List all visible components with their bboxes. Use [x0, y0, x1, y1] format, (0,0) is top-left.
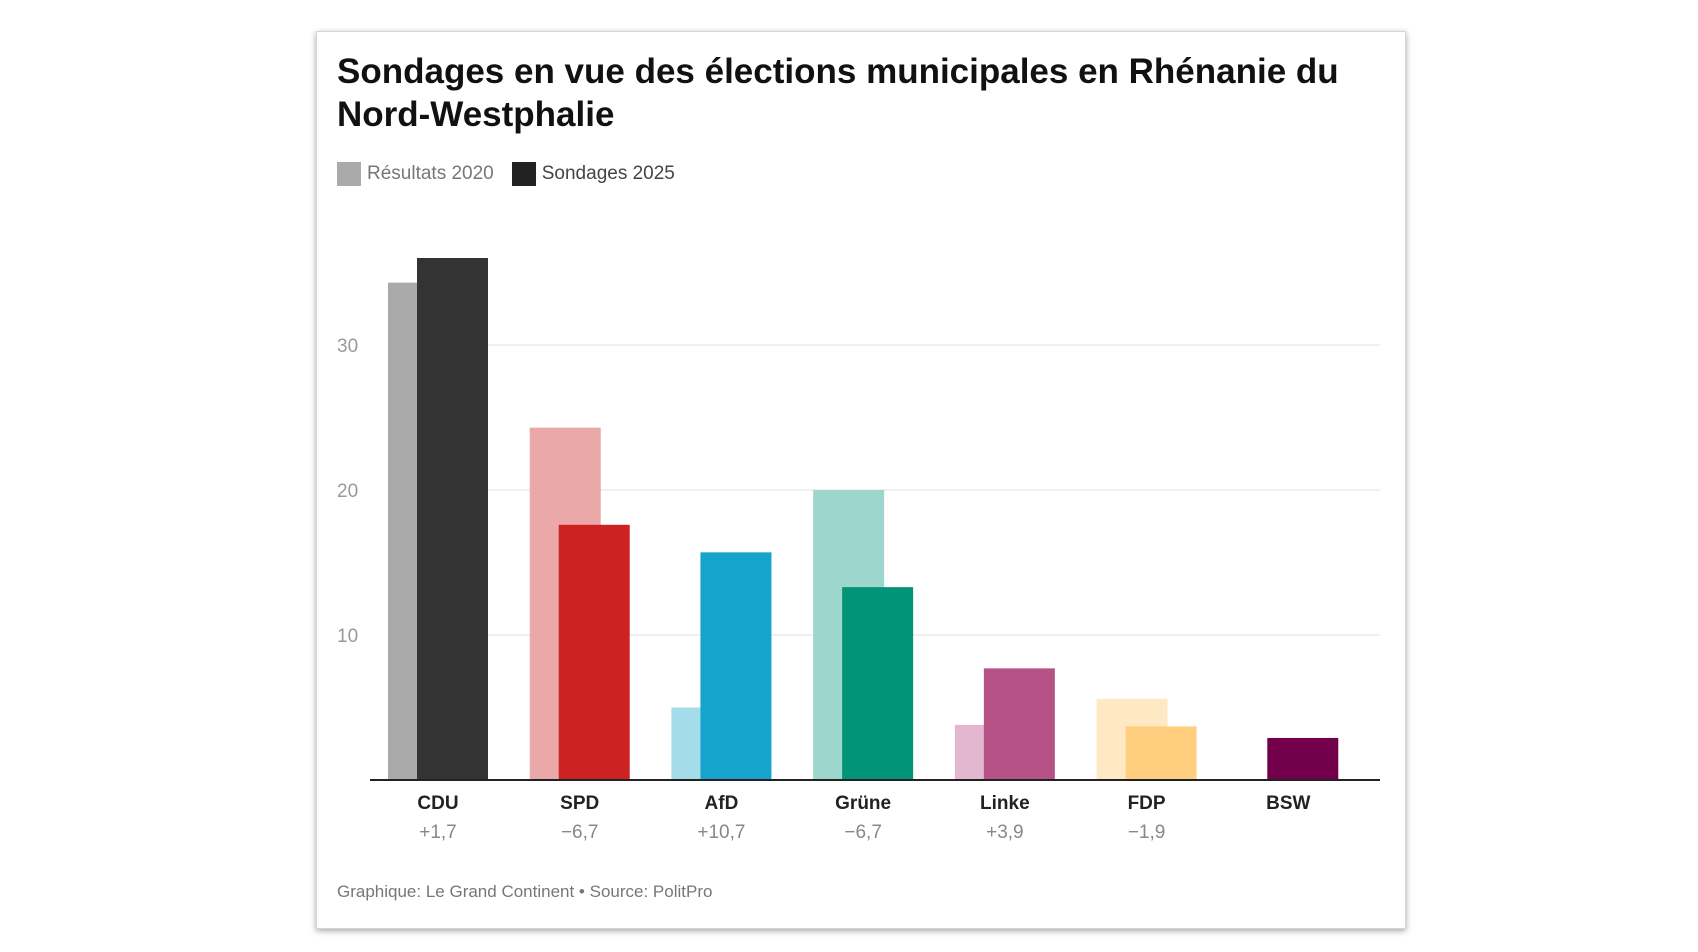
bar-chart: 10 20 30 CDU +1,7 SPD −6,7 AfD +10,7 Grüne −6,7 Lin… — [337, 258, 1380, 843]
y-tick-label: 10 — [337, 626, 358, 647]
change-label: +3,9 — [986, 822, 1024, 843]
change-label: −6,7 — [561, 822, 599, 843]
legend-label-2025: Sondages 2025 — [541, 163, 675, 184]
y-tick-label: 30 — [337, 336, 358, 357]
change-label: +10,7 — [697, 822, 745, 843]
category-label: Grüne — [835, 793, 891, 814]
category-label: CDU — [417, 793, 458, 814]
bar-2025 — [417, 258, 488, 780]
source-credit: Graphique: Le Grand Continent • Source: … — [337, 882, 713, 901]
category-label: FDP — [1128, 793, 1166, 814]
legend-swatch-2025 — [511, 162, 536, 186]
legend-item-2020: Résultats 2020 — [337, 162, 494, 186]
change-label: −6,7 — [844, 822, 882, 843]
chart-card: Sondages en vue des élections municipale… — [316, 31, 1406, 929]
change-label: −1,9 — [1128, 822, 1166, 843]
category-label: AfD — [705, 793, 739, 814]
legend-swatch-2020 — [337, 162, 361, 186]
bar-2025 — [842, 587, 914, 780]
bar-2025 — [983, 668, 1055, 780]
bar-2025 — [700, 552, 772, 780]
legend-item-2025: Sondages 2025 — [511, 162, 675, 186]
category-label: SPD — [560, 793, 599, 814]
bar-2025 — [1267, 737, 1339, 780]
bar-2025 — [1125, 726, 1197, 780]
bar-2025 — [558, 524, 630, 780]
category-label: BSW — [1266, 793, 1310, 814]
legend-label-2020: Résultats 2020 — [367, 163, 494, 184]
change-label: +1,7 — [419, 822, 457, 843]
legend: Résultats 2020 Sondages 2025 — [337, 162, 693, 186]
y-tick-label: 20 — [337, 481, 358, 502]
category-label: Linke — [980, 793, 1030, 814]
chart-title: Sondages en vue des élections municipale… — [337, 52, 1339, 134]
